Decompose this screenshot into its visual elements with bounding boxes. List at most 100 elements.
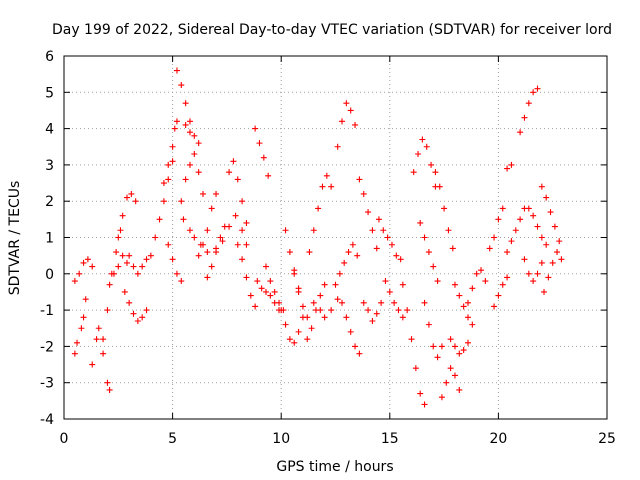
data-point — [267, 278, 274, 285]
data-point — [169, 158, 176, 165]
data-point — [491, 234, 498, 241]
data-point — [306, 249, 313, 256]
data-point — [415, 151, 422, 158]
data-point — [226, 223, 233, 230]
data-point — [369, 317, 376, 324]
data-point — [436, 183, 443, 190]
data-point — [106, 386, 113, 393]
series-arc-28 — [306, 172, 335, 256]
data-point — [100, 350, 107, 357]
data-point — [230, 158, 237, 165]
data-point — [239, 227, 246, 234]
y-tick-label: 5 — [45, 85, 54, 101]
data-point — [336, 270, 343, 277]
data-point — [173, 118, 180, 125]
data-point — [391, 299, 398, 306]
data-point — [186, 161, 193, 168]
data-point — [339, 299, 346, 306]
data-point — [554, 249, 561, 256]
data-point — [115, 234, 122, 241]
data-point — [291, 339, 298, 346]
data-point — [186, 129, 193, 136]
data-point — [200, 190, 207, 197]
series-arc-35 — [375, 216, 404, 263]
series-arc-24 — [278, 307, 306, 346]
data-point — [399, 314, 406, 321]
data-point — [319, 183, 326, 190]
data-point — [74, 339, 81, 346]
data-point — [399, 281, 406, 288]
data-point — [147, 252, 154, 259]
data-point — [243, 219, 250, 226]
x-tick-label: 25 — [598, 431, 616, 447]
series-arc-43 — [447, 336, 471, 357]
data-point — [384, 234, 391, 241]
data-point — [345, 249, 352, 256]
data-point — [282, 227, 289, 234]
data-point — [397, 256, 404, 263]
data-point — [208, 263, 215, 270]
data-point — [130, 263, 137, 270]
data-point — [551, 223, 558, 230]
data-point — [310, 299, 317, 306]
series-arc-05 — [106, 252, 130, 288]
data-point — [408, 336, 415, 343]
data-point — [404, 307, 411, 314]
data-point — [460, 347, 467, 354]
data-point — [417, 219, 424, 226]
data-point — [356, 176, 363, 183]
data-point — [447, 336, 454, 343]
data-point — [486, 245, 493, 252]
y-tick-label: 6 — [45, 49, 54, 65]
data-point — [378, 299, 385, 306]
data-point — [93, 336, 100, 343]
data-point — [447, 365, 454, 372]
data-point — [130, 310, 137, 317]
data-point — [315, 205, 322, 212]
data-point — [323, 172, 330, 179]
data-point — [534, 85, 541, 92]
series-arc-03 — [89, 325, 113, 393]
series-arc-01 — [71, 256, 96, 285]
data-point — [464, 314, 471, 321]
data-point — [530, 212, 537, 219]
data-point — [456, 350, 463, 357]
data-points — [71, 67, 565, 408]
data-point — [80, 314, 87, 321]
data-point — [423, 143, 430, 150]
data-point — [334, 143, 341, 150]
y-tick-label: -1 — [40, 303, 54, 319]
data-point — [386, 288, 393, 295]
data-point — [328, 307, 335, 314]
data-point — [191, 234, 198, 241]
data-point — [243, 274, 250, 281]
data-point — [139, 314, 146, 321]
y-tick-label: -2 — [40, 339, 54, 355]
data-point — [219, 238, 226, 245]
x-tick-label: 15 — [381, 431, 399, 447]
data-point — [517, 129, 524, 136]
data-point — [282, 321, 289, 328]
data-point — [213, 245, 220, 252]
y-tick-label: -4 — [40, 412, 54, 428]
data-point — [182, 121, 189, 128]
data-point — [291, 270, 298, 277]
series-arc-50 — [517, 85, 541, 136]
series-arc-41 — [432, 169, 456, 252]
data-point — [534, 223, 541, 230]
data-point — [482, 278, 489, 285]
data-point — [504, 274, 511, 281]
data-point — [76, 270, 83, 277]
data-point — [388, 241, 395, 248]
x-tick-label: 10 — [272, 431, 290, 447]
data-point — [143, 256, 150, 263]
data-point — [428, 161, 435, 168]
data-point — [234, 176, 241, 183]
data-point — [82, 296, 89, 303]
x-tick-label: 5 — [168, 431, 177, 447]
data-point — [186, 118, 193, 125]
series-arc-44 — [451, 281, 476, 328]
data-point — [243, 241, 250, 248]
data-point — [126, 299, 133, 306]
y-axis-label: SDTVAR / TECUs — [7, 181, 23, 296]
